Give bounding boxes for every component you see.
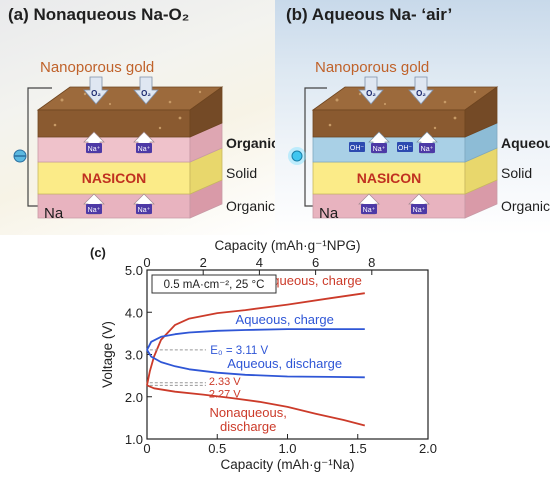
panel-c-label: (c) bbox=[90, 245, 106, 260]
panel-b-layer-bottom-label: Organic bbox=[501, 198, 550, 214]
svg-text:OH⁻: OH⁻ bbox=[398, 145, 413, 152]
panel-a-electrode-label: Nanoporous gold bbox=[40, 59, 154, 76]
condition-box bbox=[151, 274, 277, 294]
x-tick-label: 0 bbox=[143, 441, 150, 456]
panel-b-title: (b) Aqueous Na- ‘air’ bbox=[286, 5, 453, 24]
panel-b-circuit-wire bbox=[304, 87, 327, 207]
panel-a-o2-arrow-right: O₂ bbox=[133, 76, 159, 105]
series-label-cont: discharge bbox=[220, 419, 276, 434]
panel-a-nasicon-label: NASICON bbox=[82, 170, 147, 186]
panel-a-na-arrow-upper-left: Na⁺ bbox=[83, 131, 105, 154]
panel-b-layer-top-label: Aqueous bbox=[501, 135, 550, 151]
x2-tick-label: 4 bbox=[256, 255, 263, 270]
panel-b-oh-badge-left: OH⁻ bbox=[349, 142, 365, 152]
v227-annotation: 2.27 V bbox=[209, 388, 241, 400]
x-tick-label: 0.5 bbox=[208, 441, 226, 456]
x2-tick-label: 8 bbox=[368, 255, 375, 270]
svg-text:Na⁺: Na⁺ bbox=[413, 207, 426, 214]
panel-b-electrolyte-front bbox=[312, 136, 466, 163]
x-tick-label: 2.0 bbox=[419, 441, 437, 456]
series-label: Aqueous, charge bbox=[236, 312, 334, 327]
v233-annotation: 2.33 V bbox=[209, 376, 241, 388]
panel-a-cell-diagram: O₂ O₂ Na⁺ Na⁺ Na⁺ Na⁺ Nanoporous gold NA… bbox=[13, 59, 275, 222]
y-axis-label: Voltage (V) bbox=[100, 321, 115, 388]
panel-b-oh-badge-right: OH⁻ bbox=[397, 142, 413, 152]
x2-tick-label: 6 bbox=[312, 255, 319, 270]
panel-a-na-arrow-lower-left: Na⁺ bbox=[83, 193, 105, 215]
series-line-aqueous-charge bbox=[146, 328, 365, 351]
panel-b-na-arrow-upper-right: Na⁺ bbox=[416, 131, 438, 154]
y-tick-label: 3.0 bbox=[125, 348, 143, 363]
panel-b-cell-diagram: O₂ O₂ OH⁻ Na⁺ OH⁻ Na⁺ Na⁺ Na⁺ Nanoporous… bbox=[288, 59, 550, 222]
panel-b-na-arrow-lower-right: Na⁺ bbox=[408, 193, 430, 215]
x-axis-label: Capacity (mAh·g⁻¹Na) bbox=[221, 457, 355, 472]
panel-a-title: (a) Nonaqueous Na-O₂ bbox=[8, 5, 190, 24]
svg-text:Na⁺: Na⁺ bbox=[88, 207, 101, 214]
series-line-nonaqueous-discharge bbox=[146, 384, 366, 427]
panel-a-gold-front bbox=[37, 109, 191, 138]
panel-a-layer-middle-label: Solid bbox=[226, 165, 257, 181]
panel-b-o2-arrow-left: O₂ bbox=[358, 76, 384, 105]
svg-text:OH⁻: OH⁻ bbox=[350, 145, 365, 152]
svg-text:Na⁺: Na⁺ bbox=[138, 207, 151, 214]
panel-b-nasicon-label: NASICON bbox=[357, 170, 422, 186]
x2-axis-label: Capacity (mAh·g⁻¹NPG) bbox=[215, 238, 361, 253]
panel-a-na-arrow-lower-right: Na⁺ bbox=[133, 193, 155, 215]
panel-a-circuit-wire bbox=[27, 87, 52, 207]
condition-text: 0.5 mA·cm⁻², 25 °C bbox=[164, 279, 265, 291]
svg-text:Na⁺: Na⁺ bbox=[421, 146, 434, 153]
e0-annotation: E₀ = 3.11 V bbox=[210, 345, 268, 357]
panel-b-na-arrow-lower-left: Na⁺ bbox=[358, 193, 380, 215]
svg-text:Na⁺: Na⁺ bbox=[363, 207, 376, 214]
panel-b-layer-middle-label: Solid bbox=[501, 165, 532, 181]
panel-b-electrode-label: Nanoporous gold bbox=[315, 59, 429, 76]
x-tick-label: 1.5 bbox=[349, 441, 367, 456]
y-tick-label: 4.0 bbox=[125, 305, 143, 320]
y-tick-label: 1.0 bbox=[125, 432, 143, 447]
x-tick-label: 1.0 bbox=[278, 441, 296, 456]
panel-a-electrolyte-front bbox=[37, 136, 191, 163]
panel-b-o2-arrow-right: O₂ bbox=[408, 76, 434, 105]
svg-text:O₂: O₂ bbox=[141, 89, 151, 98]
panel-b-na-arrow-upper-left: Na⁺ bbox=[368, 131, 390, 154]
panel-a-gold-side bbox=[189, 86, 223, 138]
panel-a-na-arrow-upper-right: Na⁺ bbox=[133, 131, 155, 154]
svg-text:O₂: O₂ bbox=[91, 89, 101, 98]
y-tick-label: 2.0 bbox=[125, 390, 143, 405]
series-label: Aqueous, discharge bbox=[227, 356, 342, 371]
svg-text:O₂: O₂ bbox=[366, 89, 376, 98]
panel-a-layer-top-label: Organic bbox=[226, 135, 275, 151]
panel-a-anode-label: Na bbox=[44, 205, 64, 222]
voltage-chart: (c) 0 0.5 1.0 1.5 2.0 0 2 4 6 8 1.0 2.0 3.0 4.0 5.0 Cap… bbox=[90, 238, 437, 472]
svg-text:Na⁺: Na⁺ bbox=[138, 146, 151, 153]
svg-text:O₂: O₂ bbox=[416, 89, 426, 98]
panel-a-layer-bottom-label: Organic bbox=[226, 198, 275, 214]
panel-a-gold-texture bbox=[53, 90, 202, 130]
y-tick-label: 5.0 bbox=[125, 263, 143, 278]
panel-b-gold-front bbox=[312, 109, 466, 138]
series-line-nonaqueous-charge bbox=[146, 292, 365, 386]
panel-b-gold-side bbox=[464, 86, 498, 138]
series-label: Nonaqueous, bbox=[209, 405, 286, 420]
x2-tick-label: 0 bbox=[143, 255, 150, 270]
series-line-aqueous-discharge bbox=[146, 349, 365, 379]
x2-tick-label: 2 bbox=[200, 255, 207, 270]
panel-a-o2-arrow-left: O₂ bbox=[83, 76, 109, 105]
svg-text:Na⁺: Na⁺ bbox=[373, 146, 386, 153]
plot-frame bbox=[146, 269, 429, 440]
panel-b-bulb-icon bbox=[291, 150, 303, 162]
panel-b-anode-label: Na bbox=[319, 205, 339, 222]
svg-text:Na⁺: Na⁺ bbox=[88, 146, 101, 153]
